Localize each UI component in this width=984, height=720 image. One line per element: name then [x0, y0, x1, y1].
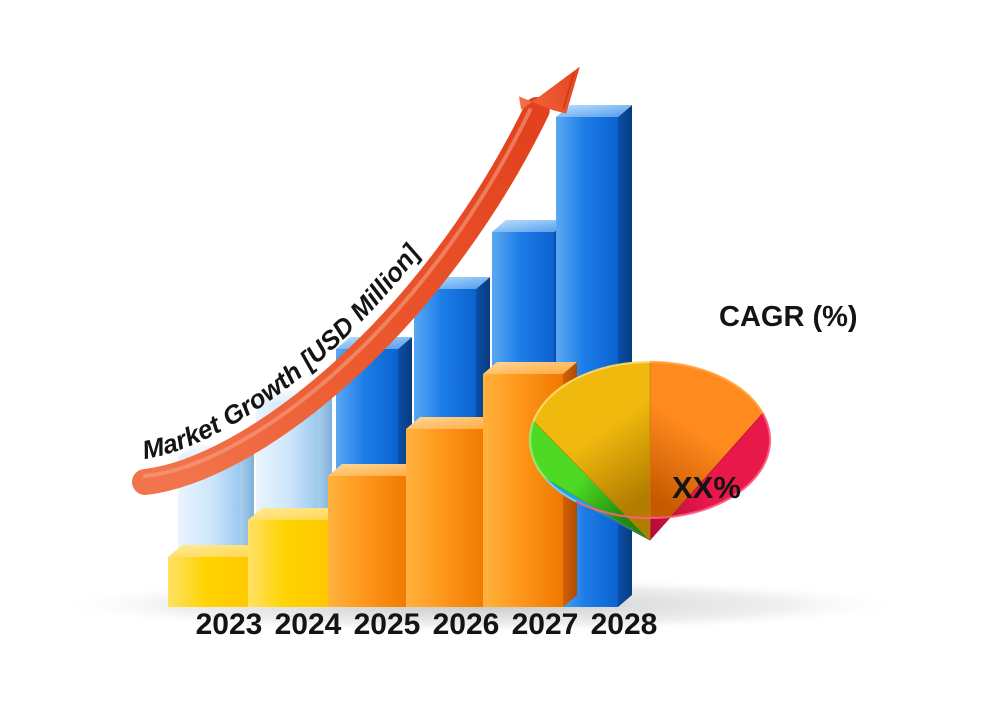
svg-text:XX%: XX%: [672, 470, 741, 505]
svg-text:2024: 2024: [275, 608, 342, 641]
svg-text:2025: 2025: [354, 608, 421, 641]
svg-text:2026: 2026: [433, 608, 500, 641]
svg-text:2023: 2023: [196, 608, 263, 641]
svg-text:2028: 2028: [591, 608, 658, 641]
svg-text:2027: 2027: [512, 608, 579, 641]
svg-text:CAGR (%): CAGR (%): [719, 301, 858, 333]
